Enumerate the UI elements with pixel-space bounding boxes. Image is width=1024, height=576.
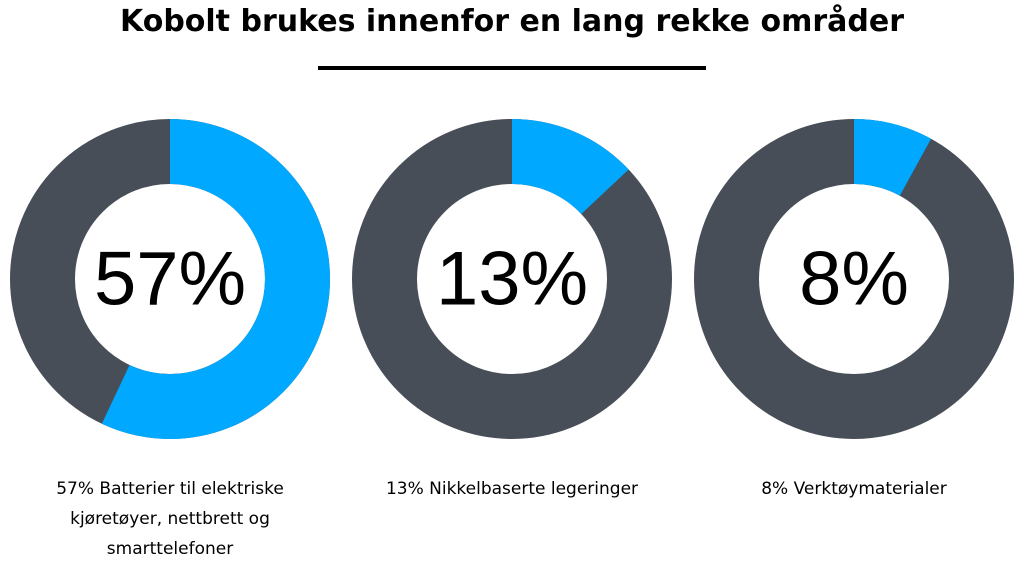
center-label: 13% — [436, 237, 588, 322]
caption: 57% Batterier til elektriske kjøretøyer,… — [56, 479, 284, 559]
donut-segment — [101, 119, 331, 439]
caption: 8% Verktøymaterialer — [761, 479, 947, 499]
donut-segment — [854, 119, 932, 196]
caption: 13% Nikkelbaserte legeringer — [385, 479, 639, 499]
title-underline — [318, 66, 706, 70]
center-label: 8% — [799, 237, 909, 322]
center-label: 57% — [94, 237, 246, 322]
title: Kobolt brukes innenfor en lang rekke omr… — [119, 4, 904, 39]
donut-segment — [512, 119, 629, 214]
